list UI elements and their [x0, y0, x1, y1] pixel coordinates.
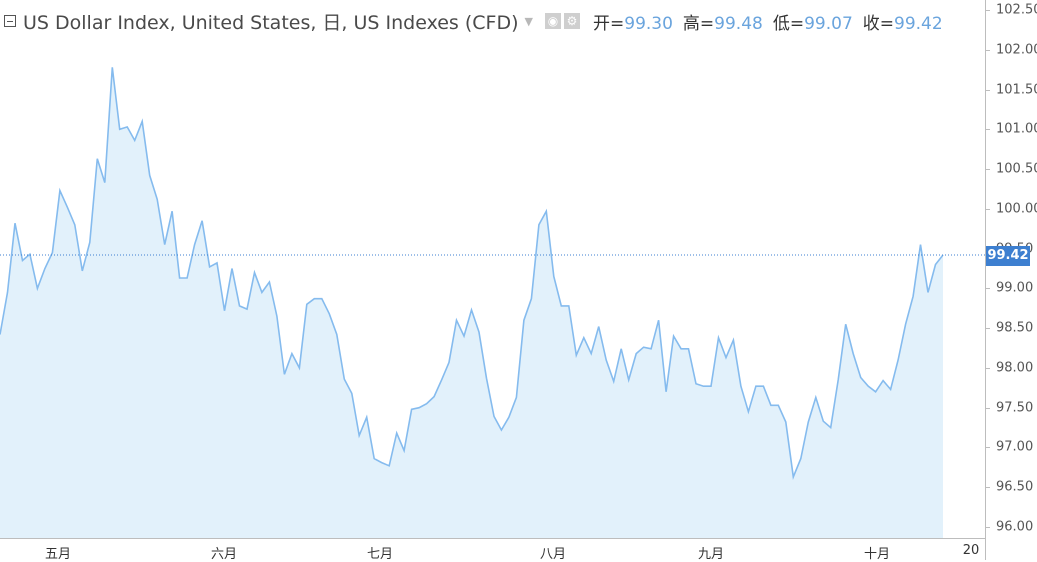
x-tick-label: 20 — [962, 543, 980, 558]
y-tick-mark — [985, 169, 990, 171]
high-readout: 高=99.48 — [683, 9, 763, 34]
y-tick-mark — [985, 367, 990, 369]
y-tick-label: 98.00 — [996, 360, 1034, 376]
y-tick-mark — [985, 447, 990, 449]
open-value: 99.30 — [624, 13, 673, 34]
close-readout: 收=99.42 — [863, 9, 943, 34]
y-tick-label: 96.00 — [996, 519, 1034, 535]
y-tick-mark — [985, 407, 990, 409]
symbol-title[interactable]: US Dollar Index, United States, 日, US In… — [23, 11, 519, 34]
y-tick-label: 97.50 — [996, 400, 1034, 416]
y-tick-label: 101.50 — [996, 82, 1037, 98]
y-tick-label: 96.50 — [996, 479, 1034, 495]
y-tick-mark — [985, 288, 990, 290]
x-tick-label: 八月 — [539, 547, 567, 562]
close-value: 99.42 — [894, 13, 943, 34]
y-tick-mark — [985, 208, 990, 210]
collapse-icon[interactable] — [4, 15, 16, 27]
open-label: 开= — [593, 13, 625, 34]
x-tick-label: 五月 — [44, 547, 72, 562]
y-tick-mark — [985, 49, 990, 51]
y-tick-mark — [985, 487, 990, 489]
y-tick-mark — [985, 129, 990, 131]
y-tick-mark — [985, 328, 990, 330]
x-tick-label: 六月 — [210, 547, 238, 562]
open-readout: 开=99.30 — [593, 9, 673, 34]
x-tick-label: 七月 — [366, 547, 394, 562]
y-tick-label: 100.00 — [996, 201, 1037, 217]
gear-icon[interactable]: ⚙ — [564, 13, 580, 29]
y-tick-label: 98.50 — [996, 320, 1034, 336]
low-label: 低= — [772, 13, 805, 34]
chevron-down-icon[interactable]: ▼ — [524, 14, 533, 28]
y-tick-label: 101.00 — [996, 121, 1037, 137]
y-tick-mark — [985, 10, 990, 11]
price-axis[interactable] — [985, 0, 1037, 560]
y-tick-label: 100.50 — [996, 161, 1037, 177]
price-chart[interactable] — [0, 0, 985, 538]
low-readout: 低=99.07 — [773, 9, 853, 34]
price-area-fill — [0, 67, 943, 538]
last-price-tag: 99.42 — [986, 246, 1030, 266]
close-label: 收= — [862, 13, 895, 34]
chart-legend: US Dollar Index, United States, 日, US In… — [4, 8, 943, 34]
price-line — [0, 67, 944, 480]
y-tick-label: 102.50 — [996, 2, 1037, 18]
y-tick-mark — [985, 89, 990, 91]
y-tick-mark — [985, 527, 990, 528]
eye-icon[interactable]: ◉ — [545, 13, 561, 29]
time-axis[interactable] — [0, 538, 985, 561]
y-tick-label: 102.00 — [996, 42, 1037, 58]
x-tick-label: 十月 — [863, 547, 891, 562]
x-tick-label: 九月 — [697, 547, 725, 562]
low-value: 99.07 — [804, 13, 853, 34]
y-tick-label: 97.00 — [996, 439, 1034, 455]
high-value: 99.48 — [714, 13, 763, 34]
high-label: 高= — [682, 13, 715, 34]
y-tick-label: 99.00 — [996, 280, 1034, 296]
